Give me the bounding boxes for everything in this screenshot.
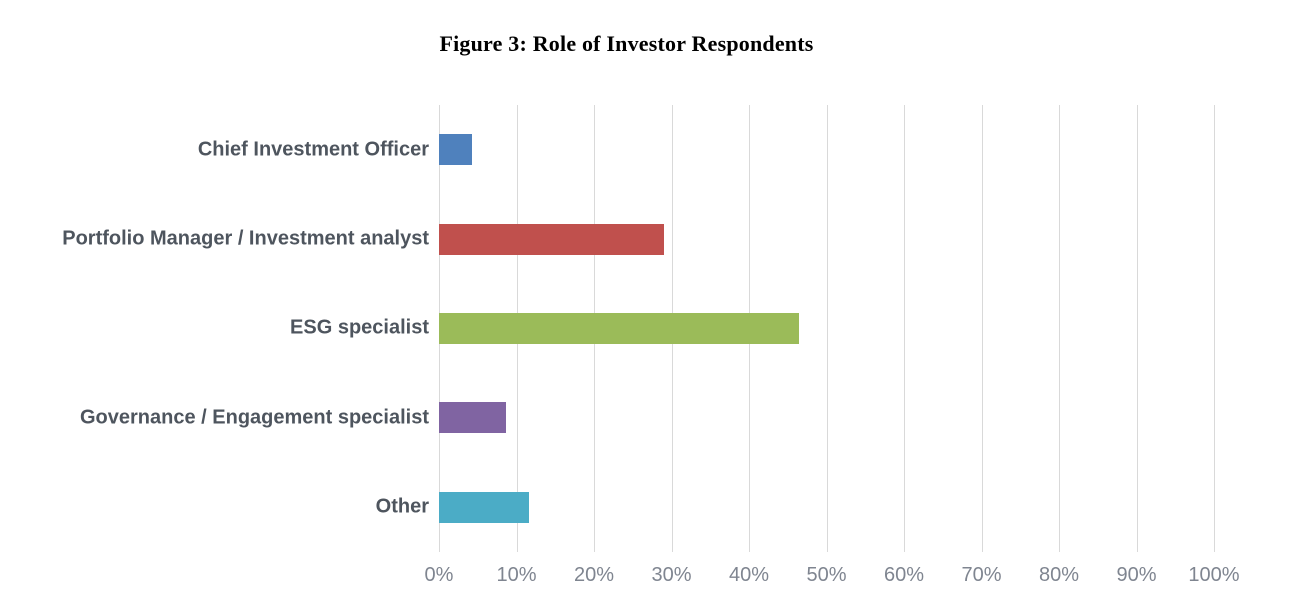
gridline (981, 105, 983, 552)
x-tick-label: 20% (573, 564, 615, 586)
category-label: ESG specialist (290, 316, 429, 339)
chart-title: Figure 3: Role of Investor Respondents (439, 31, 814, 56)
x-tick-label: 100% (1188, 564, 1240, 586)
gridline (1136, 105, 1138, 552)
chart-row: Chief Investment Officer (198, 105, 1214, 194)
chart-row: Other (376, 463, 1214, 552)
category-label: Chief Investment Officer (197, 138, 429, 161)
x-tick-label: 70% (961, 564, 1002, 586)
data-bar (439, 312, 799, 344)
x-tick-label: 10% (496, 564, 537, 586)
data-bar (439, 223, 664, 255)
chart-row: Portfolio Manager / Investment analyst (62, 194, 1214, 283)
x-tick-label: 50% (806, 564, 847, 586)
x-tick-label: 60% (883, 564, 925, 586)
gridline (1214, 105, 1215, 552)
data-bar (439, 134, 473, 166)
x-tick-label: 80% (1038, 564, 1080, 586)
category-label: Portfolio Manager / Investment analyst (62, 227, 429, 250)
chart-row: Governance / Engagement specialist (80, 373, 1214, 462)
data-bar (439, 491, 529, 523)
x-axis: 0% 10% 20% 30% 40% 50% 60% 70% 80% 90% 100% (425, 564, 1240, 596)
x-tick-label: 90% (1116, 564, 1157, 586)
x-tick-label: 40% (728, 564, 770, 586)
data-bar (439, 402, 507, 434)
x-tick-label: 0% (424, 564, 454, 586)
plot-area: Chief Investment Officer Portfolio Manage… (62, 105, 1215, 552)
category-label: Governance / Engagement specialist (79, 406, 429, 429)
gridline (826, 105, 828, 552)
chart-row: ESG specialist (290, 284, 1214, 373)
x-tick-label: 30% (651, 564, 692, 586)
gridline (1059, 105, 1060, 552)
category-label: Other (375, 495, 429, 518)
gridline (904, 105, 905, 552)
